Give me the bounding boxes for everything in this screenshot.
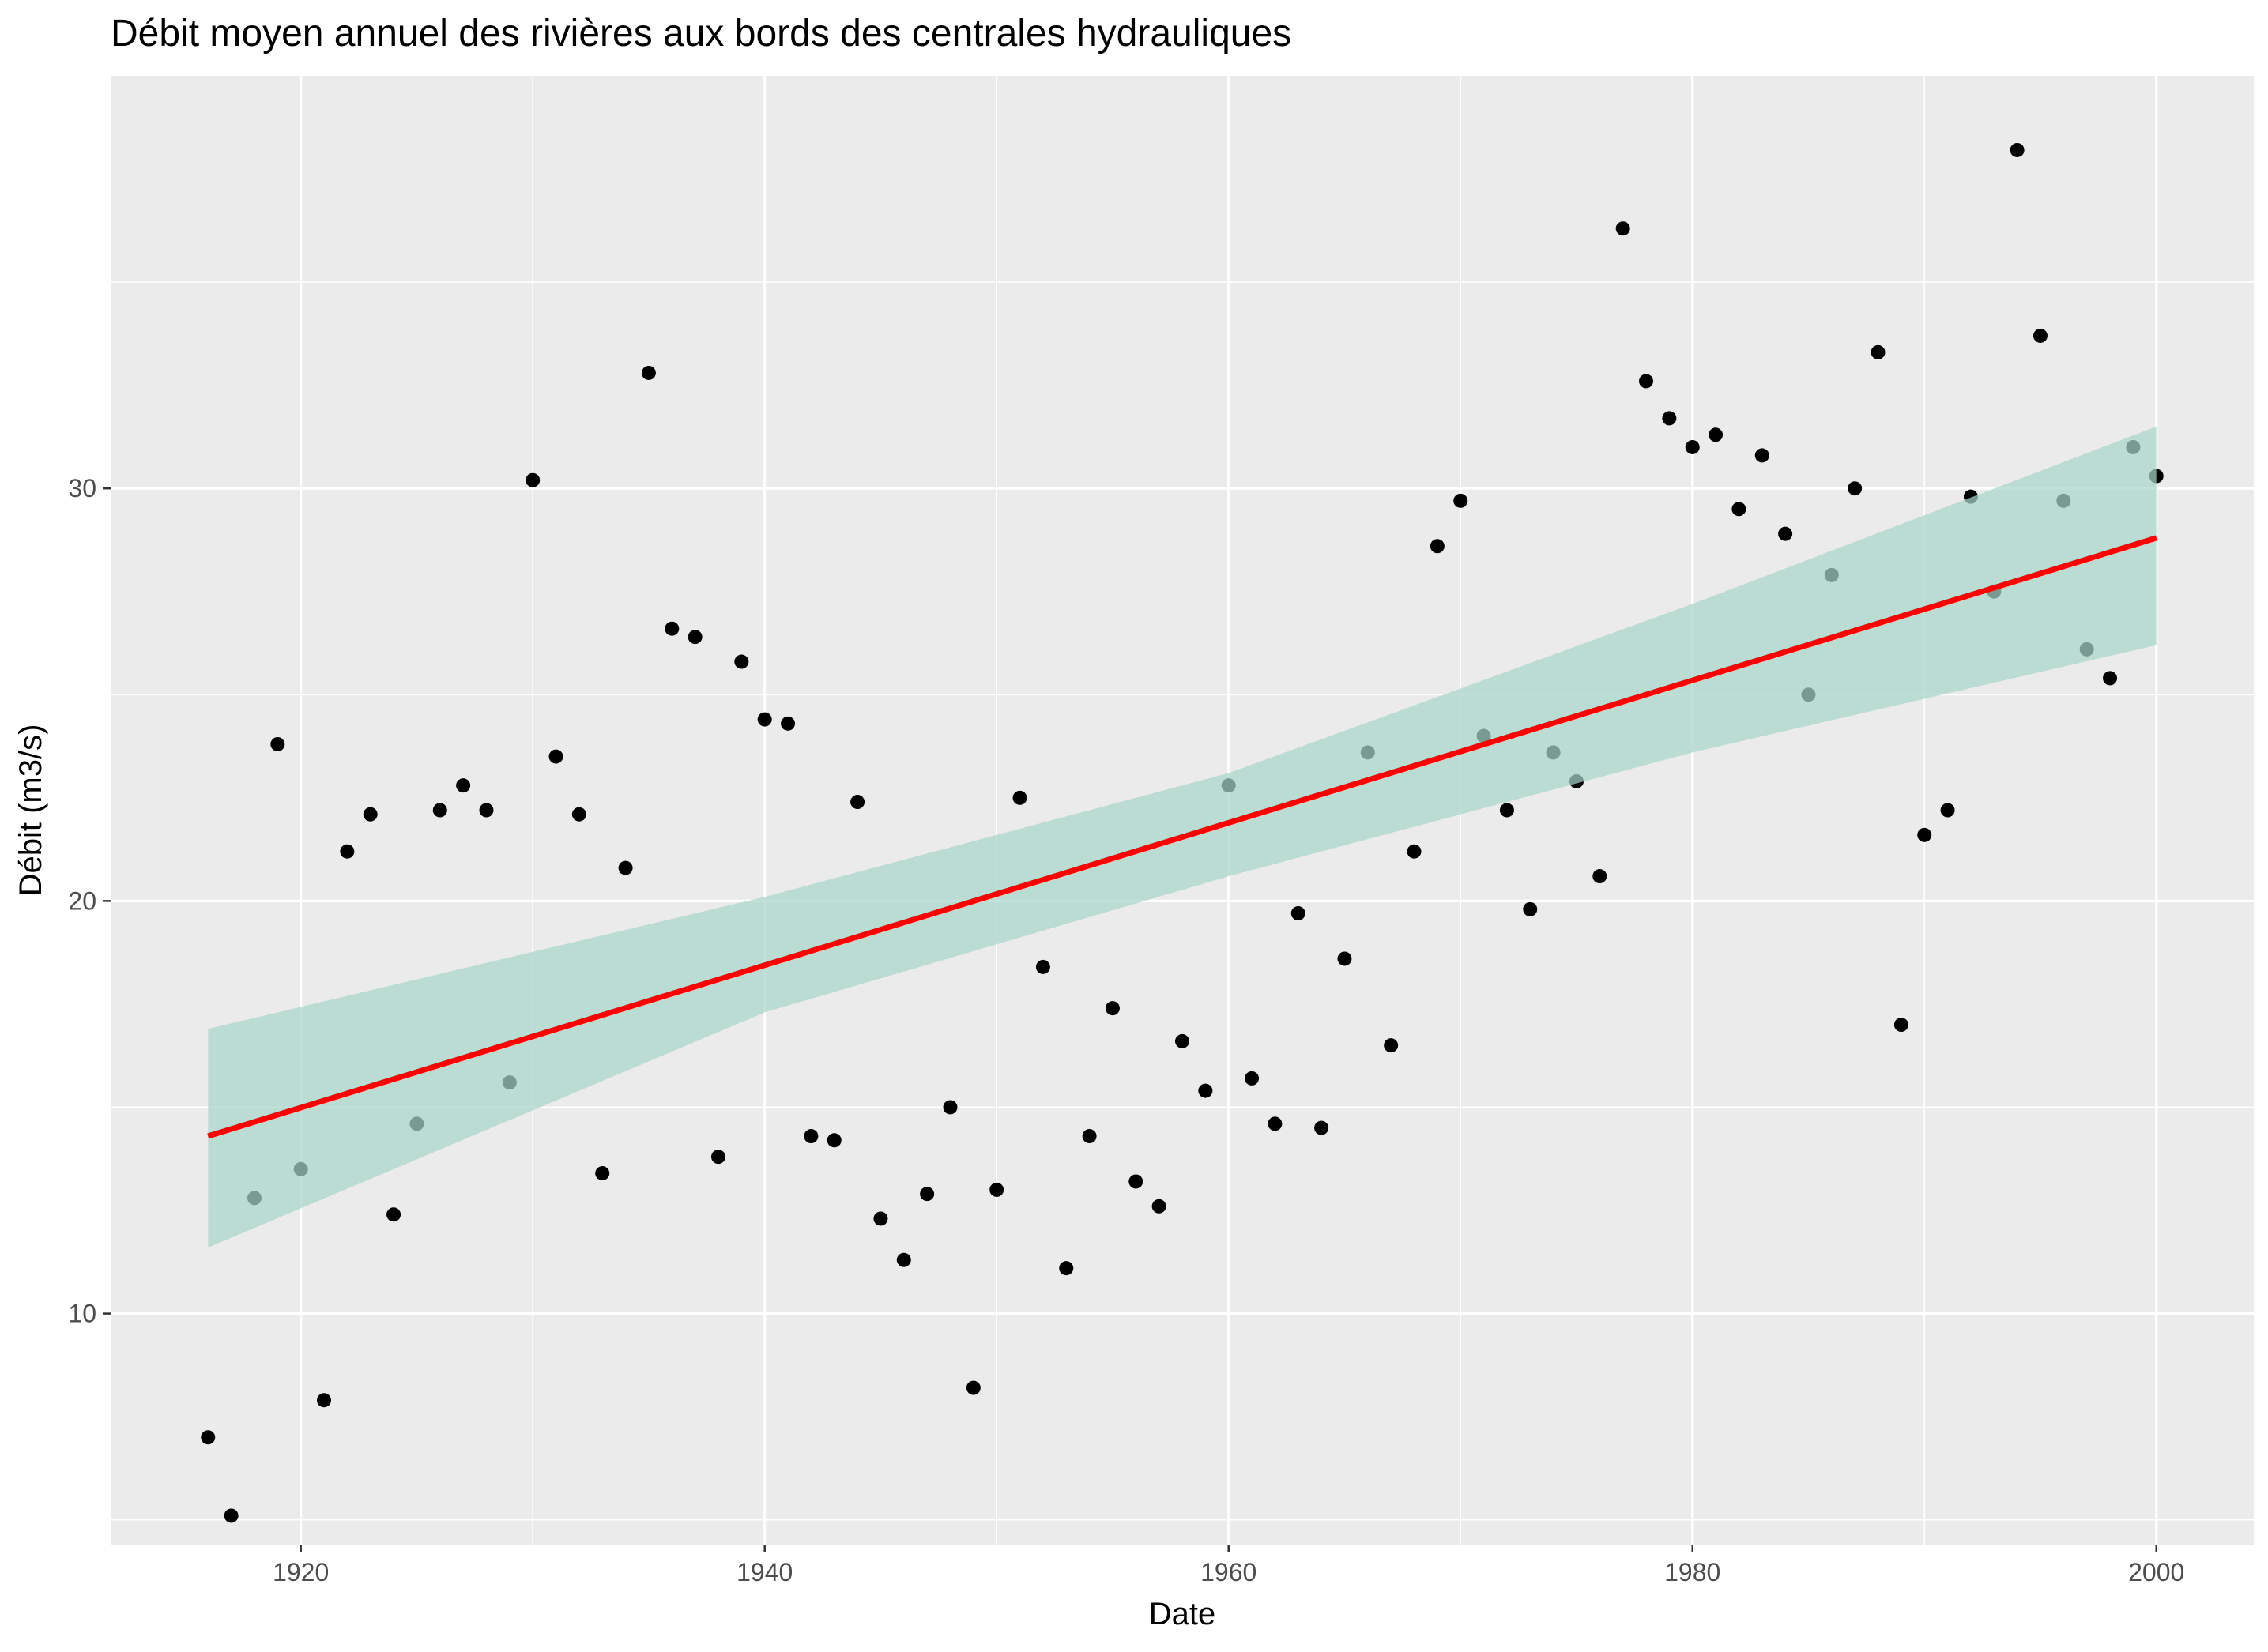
- data-point: [618, 860, 633, 875]
- x-tick-label: 1940: [737, 1558, 793, 1586]
- trend-line: [207, 535, 2157, 1139]
- data-point: [1662, 411, 1677, 426]
- data-point: [2010, 142, 2025, 157]
- data-point: [1731, 502, 1746, 517]
- data-point: [1709, 427, 1724, 442]
- data-point: [1778, 526, 1793, 541]
- data-point: [1940, 803, 1955, 818]
- x-tick-label: 1920: [273, 1558, 329, 1586]
- data-point: [1499, 803, 1514, 818]
- data-point: [1893, 1018, 1908, 1033]
- y-tick-label: 20: [68, 886, 96, 915]
- data-point: [479, 803, 494, 818]
- data-point: [571, 807, 586, 822]
- data-point: [1592, 869, 1607, 884]
- data-point: [1848, 481, 1863, 496]
- x-tick-label: 1960: [1200, 1558, 1256, 1586]
- data-point: [456, 778, 471, 793]
- data-point: [1082, 1129, 1097, 1144]
- data-point: [1337, 951, 1352, 966]
- data-point: [804, 1129, 819, 1144]
- data-point: [966, 1380, 981, 1395]
- data-point: [1639, 374, 1654, 389]
- data-point: [1754, 448, 1769, 463]
- data-point: [1012, 790, 1027, 805]
- data-point: [665, 621, 680, 636]
- data-point: [1615, 221, 1630, 236]
- data-point: [989, 1182, 1004, 1197]
- data-point: [1314, 1120, 1329, 1135]
- data-point: [340, 844, 355, 859]
- data-point: [526, 472, 541, 487]
- data-point: [641, 365, 656, 380]
- data-point: [1175, 1033, 1189, 1048]
- data-point: [1245, 1071, 1260, 1086]
- data-point: [688, 630, 703, 645]
- data-point: [1198, 1083, 1213, 1098]
- data-point: [757, 712, 772, 727]
- x-tick-label: 1980: [1664, 1558, 1720, 1586]
- y-axis-ticks: 10 20 30: [68, 474, 111, 1328]
- data-point: [1430, 539, 1445, 554]
- data-point: [827, 1133, 842, 1148]
- data-point: [224, 1508, 239, 1523]
- data-point: [850, 795, 865, 810]
- data-point: [317, 1393, 332, 1408]
- data-point: [1871, 344, 1886, 359]
- data-point: [1523, 901, 1538, 916]
- data-point: [595, 1166, 610, 1181]
- data-point: [1290, 906, 1305, 921]
- data-point: [386, 1207, 401, 1222]
- x-axis-ticks: 1920 1940 1960 1980 2000: [273, 1545, 2184, 1586]
- data-point: [363, 807, 378, 822]
- data-point: [2033, 328, 2048, 343]
- data-point: [548, 749, 563, 764]
- data-point: [1407, 844, 1422, 859]
- data-point: [1917, 827, 1932, 842]
- data-point: [896, 1252, 911, 1267]
- chart-title: Débit moyen annuel des rivières aux bord…: [111, 13, 1291, 55]
- data-point: [1128, 1174, 1143, 1189]
- data-point: [734, 654, 749, 669]
- data-point: [1268, 1116, 1283, 1131]
- x-axis-label: Date: [1149, 1597, 1216, 1631]
- data-point: [710, 1150, 725, 1165]
- y-tick-label: 10: [68, 1300, 96, 1328]
- data-point: [270, 736, 285, 751]
- data-point: [1453, 493, 1468, 508]
- data-point: [432, 803, 447, 818]
- data-point: [873, 1211, 888, 1226]
- data-point: [920, 1187, 935, 1202]
- data-point: [781, 716, 796, 731]
- data-point: [1384, 1038, 1399, 1053]
- x-tick-label: 2000: [2128, 1558, 2184, 1586]
- data-point: [1035, 959, 1050, 974]
- data-point: [943, 1100, 958, 1115]
- data-point: [1105, 1001, 1120, 1016]
- data-point: [1685, 439, 1700, 454]
- data-point: [2103, 671, 2118, 686]
- data-point: [1151, 1199, 1166, 1214]
- data-point: [1059, 1261, 1074, 1276]
- y-axis-label: Débit (m3/s): [13, 724, 48, 897]
- data-point: [201, 1430, 216, 1445]
- y-tick-label: 30: [68, 474, 96, 502]
